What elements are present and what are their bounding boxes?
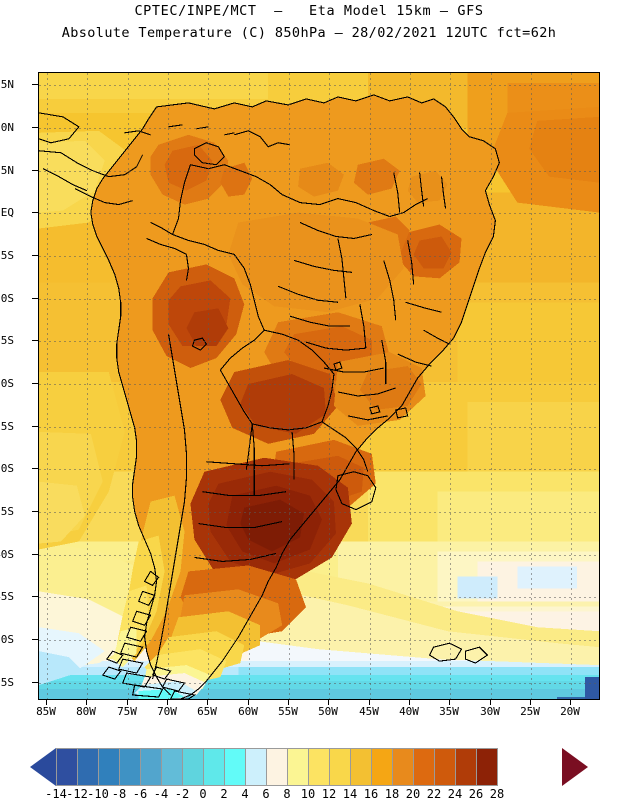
colorbar-tick-label: 10 [300,787,316,801]
colorbar-cell [245,748,267,786]
ytick-label: 10N [0,121,14,134]
colorbar-tick-label: 12 [321,787,337,801]
colorbar-tick-label: -12 [66,787,88,801]
colorbar-tick-label: 8 [283,787,291,801]
xtick-label: 65W [197,705,217,718]
colorbar-tick-label: -6 [132,787,148,801]
colorbar-tick-label: 14 [342,787,358,801]
xtick-label: 20W [560,705,580,718]
colorbar-tick-label: -8 [111,787,127,801]
colorbar-cell [329,748,351,786]
colorbar-cell [413,748,435,786]
colorbar-cell [140,748,162,786]
colorbar-cell [266,748,288,786]
colorbar-tick-label: 4 [241,787,249,801]
colorbar-cell [119,748,141,786]
ytick-label: 15N [0,78,14,91]
xtick-label: 50W [318,705,338,718]
colorbar-tick-label: -14 [45,787,67,801]
colorbar-cell [434,748,456,786]
colorbar-tick-label: -2 [174,787,190,801]
ytick-label: 5N [0,164,14,177]
colorbar-cells [56,748,498,786]
colorbar-tick-label: 24 [447,787,463,801]
colorbar-tick-label: 22 [426,787,442,801]
colorbar-cell [182,748,204,786]
colorbar-cell [476,748,498,786]
colorbar-cell [56,748,78,786]
temperature-field [39,73,599,699]
page-title: CPTEC/INPE/MCT — Eta Model 15km — GFS [134,3,484,19]
xtick-label: 35W [439,705,459,718]
ytick-label: 50S [0,633,14,646]
colorbar-tick-label: 18 [384,787,400,801]
xtick-label: 60W [238,705,258,718]
colorbar-cell [98,748,120,786]
colorbar-ticks: -14 -12 -10 -8 -6 -4 -2 0 2 4 6 8 10 12 14 16 18 20 22 24 26… [0,786,618,802]
colorbar-tick-label: 28 [489,787,505,801]
xtick-label: 75W [117,705,137,718]
colorbar-cell [287,748,309,786]
colorbar-cell [224,748,246,786]
colorbar-tick-label: -10 [87,787,109,801]
ytick-label: 30S [0,462,14,475]
xtick-label: 55W [278,705,298,718]
chart-header: CPTEC/INPE/MCT — Eta Model 15km — GFS Ab… [0,0,618,44]
page-subtitle: Absolute Temperature (C) 850hPa — 28/02/… [61,25,557,41]
colorbar-cell [371,748,393,786]
colorbar-cell [203,748,225,786]
colorbar-cell [161,748,183,786]
ytick-label: 40S [0,548,14,561]
xtick-label: 70W [157,705,177,718]
colorbar-tick-label: -4 [153,787,169,801]
ytick-label: 10S [0,292,14,305]
colorbar-cell [392,748,414,786]
colorbar-over-arrow [562,748,588,786]
colorbar: -14 -12 -10 -8 -6 -4 -2 0 2 4 6 8 10 12 14 16 18 20 22 24 26… [0,748,618,802]
ytick-label: 15S [0,334,14,347]
colorbar-cell [455,748,477,786]
xtick-label: 30W [480,705,500,718]
ytick-label: 45S [0,590,14,603]
colorbar-cell [77,748,99,786]
ytick-label: 25S [0,420,14,433]
colorbar-tick-label: 0 [199,787,207,801]
xtick-label: 25W [520,705,540,718]
xtick-label: 40W [399,705,419,718]
colorbar-cell [308,748,330,786]
colorbar-cell [350,748,372,786]
colorbar-tick-label: 26 [468,787,484,801]
ytick-label: 20S [0,377,14,390]
map-frame [38,72,600,700]
xtick-label: 45W [359,705,379,718]
colorbar-under-arrow [30,748,56,786]
xtick-label: 80W [76,705,96,718]
colorbar-tick-label: 6 [262,787,270,801]
colorbar-tick-label: 20 [405,787,421,801]
colorbar-tick-label: 16 [363,787,379,801]
ytick-label: 35S [0,505,14,518]
ytick-label: 5S [0,249,14,262]
xtick-label: 85W [36,705,56,718]
ytick-label: EQ [0,206,14,219]
colorbar-tick-label: 2 [220,787,228,801]
ytick-label: 55S [0,676,14,689]
